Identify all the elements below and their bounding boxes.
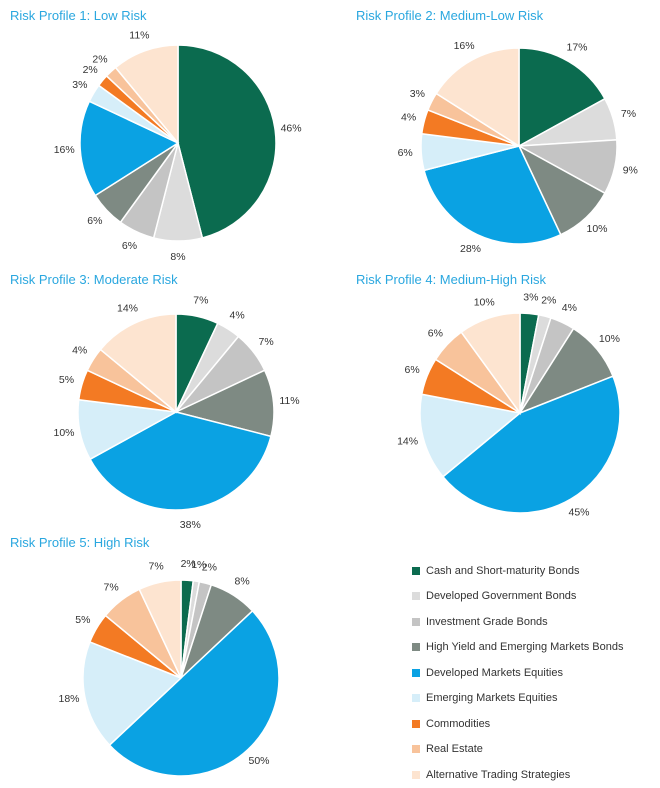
pie-slice-alternative-trading-strategies [460,312,521,416]
pie-slice-high-yield-and-emerging-markets-bonds [173,369,275,438]
pie-slice-alternative-trading-strategies [435,47,520,148]
legend-item: Real Estate [412,737,652,763]
chart-title-high-risk: Risk Profile 5: High Risk [10,535,150,550]
legend-label: Cash and Short-maturity Bonds [426,564,580,577]
legend: Cash and Short-maturity Bonds Developed … [412,558,652,788]
pie-data-label: 3% [523,291,538,303]
pie-slice-developed-markets-equities [89,411,272,511]
pie-data-label: 14% [117,303,138,315]
legend-label: Real Estate [426,743,483,756]
pie-data-label: 7% [149,560,164,572]
legend-label: Alternative Trading Strategies [426,768,571,781]
chart-title-low-risk: Risk Profile 1: Low Risk [10,8,147,23]
chart-title-moderate-risk: Risk Profile 3: Moderate Risk [10,272,178,287]
pie-slice-alternative-trading-strategies [138,579,182,679]
legend-swatch [412,668,420,677]
legend-label: High Yield and Emerging Markets Bonds [426,641,624,654]
pie-data-label: 17% [566,42,587,54]
legend-item: Emerging Markets Equities [412,686,652,712]
pie-data-label: 1% [191,559,206,571]
pie-data-label: 6% [122,240,137,252]
pie-data-label: 2% [181,558,196,570]
pie-data-label: 45% [568,507,589,519]
legend-label: Investment Grade Bonds [426,615,548,628]
pie-data-label: 7% [104,582,119,594]
legend-swatch [412,566,420,575]
legend-label: Developed Markets Equities [426,666,563,679]
pie-data-label: 18% [58,693,79,705]
pie-data-label: 10% [474,296,495,308]
pie-data-label: 5% [59,374,74,386]
pie-data-label: 50% [248,755,269,767]
legend-swatch [412,719,420,728]
pie-data-label: 7% [259,336,274,348]
legend-swatch [412,617,420,626]
pie-slice-alternative-trading-strategies [114,44,179,146]
legend-label: Commodities [426,717,491,730]
pie-slice-developed-markets-equities [441,375,621,514]
pie-data-label: 8% [235,575,250,587]
legend-item: High Yield and Emerging Markets Bonds [412,635,652,661]
pie-data-label: 2% [541,294,556,306]
pie-data-label: 4% [72,345,87,357]
pie-slice-developed-markets-equities [108,609,280,777]
pie-data-label: 38% [180,519,201,531]
legend-label: Emerging Markets Equities [426,692,558,705]
pie-slice-emerging-markets-equities [82,640,183,747]
legend-label: Developed Government Bonds [426,590,577,603]
pie-data-label: 11% [129,29,149,41]
pie-data-label: 16% [454,40,475,52]
legend-item: Cash and Short-maturity Bonds [412,558,652,584]
legend-item: Investment Grade Bonds [412,609,652,635]
legend-swatch [412,770,420,779]
pie-data-label: 5% [75,614,90,626]
pie-data-label: 10% [599,333,620,345]
pie-data-label: 7% [193,294,208,306]
pie-data-label: 46% [281,122,302,134]
pie-data-label: 10% [53,427,74,439]
pie-data-label: 3% [72,79,87,91]
pie-data-label: 6% [428,327,443,339]
pie-slice-alternative-trading-strategies [99,313,177,414]
legend-swatch [412,745,420,754]
pie-data-label: 16% [54,144,75,156]
pie-data-label: 14% [397,436,418,448]
chart-title-medium-low-risk: Risk Profile 2: Medium-Low Risk [356,8,544,23]
pie-data-label: 7% [621,108,636,120]
pie-data-label: 4% [401,111,416,123]
legend-swatch [412,592,420,601]
pie-slice-cash-and-short-maturity-bonds [518,47,606,148]
pie-data-label: 4% [562,302,577,314]
pie-data-label: 2% [83,64,98,76]
pie-data-label: 6% [87,215,102,227]
chart-title-medium-high-risk: Risk Profile 4: Medium-High Risk [356,272,546,287]
pie-data-label: 4% [230,309,245,321]
pie-data-label: 2% [92,54,107,66]
legend-swatch [412,643,420,652]
pie-slice-developed-markets-equities [79,100,180,197]
pie-data-label: 9% [623,165,638,177]
pie-slice-emerging-markets-equities [419,393,522,478]
pie-data-label: 10% [586,223,607,235]
pie-slice-cash-and-short-maturity-bonds [177,44,277,239]
pie-data-label: 11% [279,395,299,407]
pie-slice-developed-markets-equities [423,145,562,245]
pie-data-label: 6% [398,147,413,159]
pie-data-label: 28% [460,243,481,255]
legend-item: Developed Government Bonds [412,584,652,610]
legend-swatch [412,694,420,703]
pie-data-label: 2% [202,561,217,573]
legend-item: Developed Markets Equities [412,660,652,686]
legend-item: Commodities [412,711,652,737]
legend-item: Alternative Trading Strategies [412,762,652,788]
pie-data-label: 3% [410,88,425,100]
pie-data-label: 8% [170,251,185,263]
pie-data-label: 6% [405,364,420,376]
